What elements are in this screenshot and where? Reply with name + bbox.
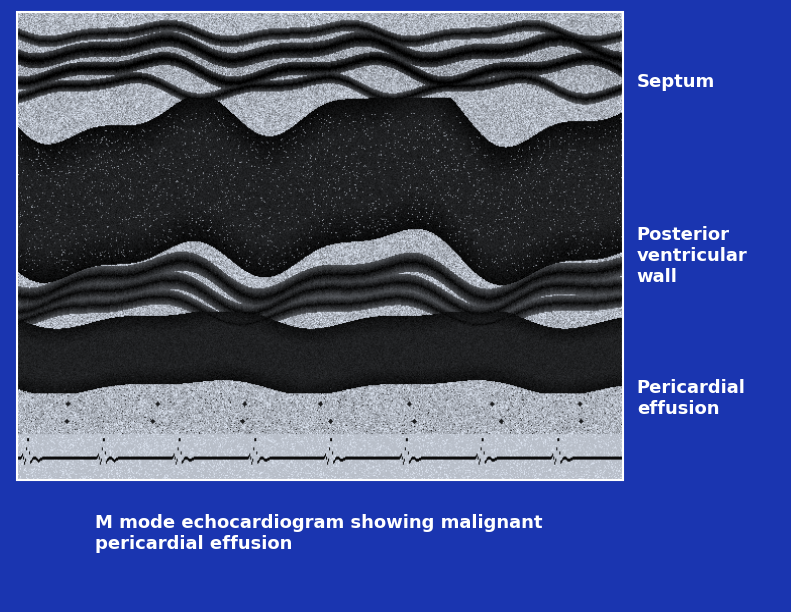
Text: Posterior
ventricular
wall: Posterior ventricular wall: [637, 226, 747, 286]
Bar: [17, 12, 623, 480]
Text: Pericardial
effusion: Pericardial effusion: [637, 379, 746, 418]
Text: Septum: Septum: [637, 73, 715, 91]
Text: M mode echocardiogram showing malignant
pericardial effusion: M mode echocardiogram showing malignant …: [95, 514, 543, 553]
